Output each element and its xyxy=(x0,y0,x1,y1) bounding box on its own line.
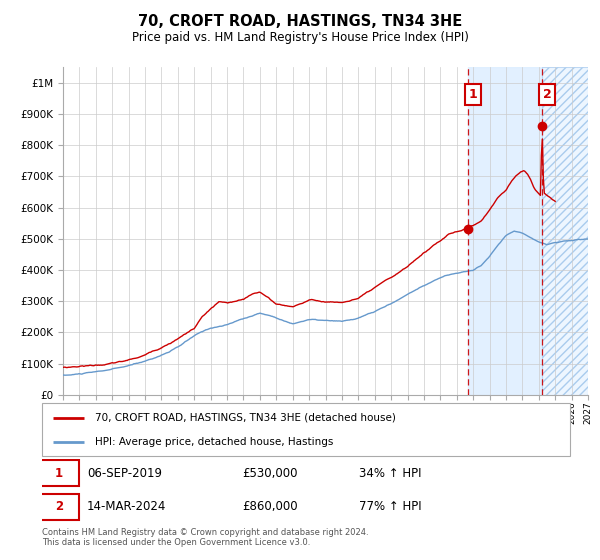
Text: 06-SEP-2019: 06-SEP-2019 xyxy=(87,467,162,480)
Text: 2: 2 xyxy=(55,500,63,514)
Text: HPI: Average price, detached house, Hastings: HPI: Average price, detached house, Hast… xyxy=(95,437,333,447)
Text: 1: 1 xyxy=(468,88,477,101)
Text: Contains HM Land Registry data © Crown copyright and database right 2024.
This d: Contains HM Land Registry data © Crown c… xyxy=(42,528,368,547)
Bar xyxy=(468,67,542,395)
Text: 70, CROFT ROAD, HASTINGS, TN34 3HE: 70, CROFT ROAD, HASTINGS, TN34 3HE xyxy=(138,14,462,29)
Text: 77% ↑ HPI: 77% ↑ HPI xyxy=(359,500,421,514)
Text: 2: 2 xyxy=(542,88,551,101)
FancyBboxPatch shape xyxy=(40,460,79,486)
Text: £530,000: £530,000 xyxy=(242,467,298,480)
Text: 14-MAR-2024: 14-MAR-2024 xyxy=(87,500,166,514)
Bar xyxy=(542,67,588,395)
Text: Price paid vs. HM Land Registry's House Price Index (HPI): Price paid vs. HM Land Registry's House … xyxy=(131,31,469,44)
Text: 34% ↑ HPI: 34% ↑ HPI xyxy=(359,467,421,480)
Bar xyxy=(542,67,588,395)
Text: 70, CROFT ROAD, HASTINGS, TN34 3HE (detached house): 70, CROFT ROAD, HASTINGS, TN34 3HE (deta… xyxy=(95,413,395,423)
Text: £860,000: £860,000 xyxy=(242,500,298,514)
Text: 1: 1 xyxy=(55,467,63,480)
FancyBboxPatch shape xyxy=(40,494,79,520)
